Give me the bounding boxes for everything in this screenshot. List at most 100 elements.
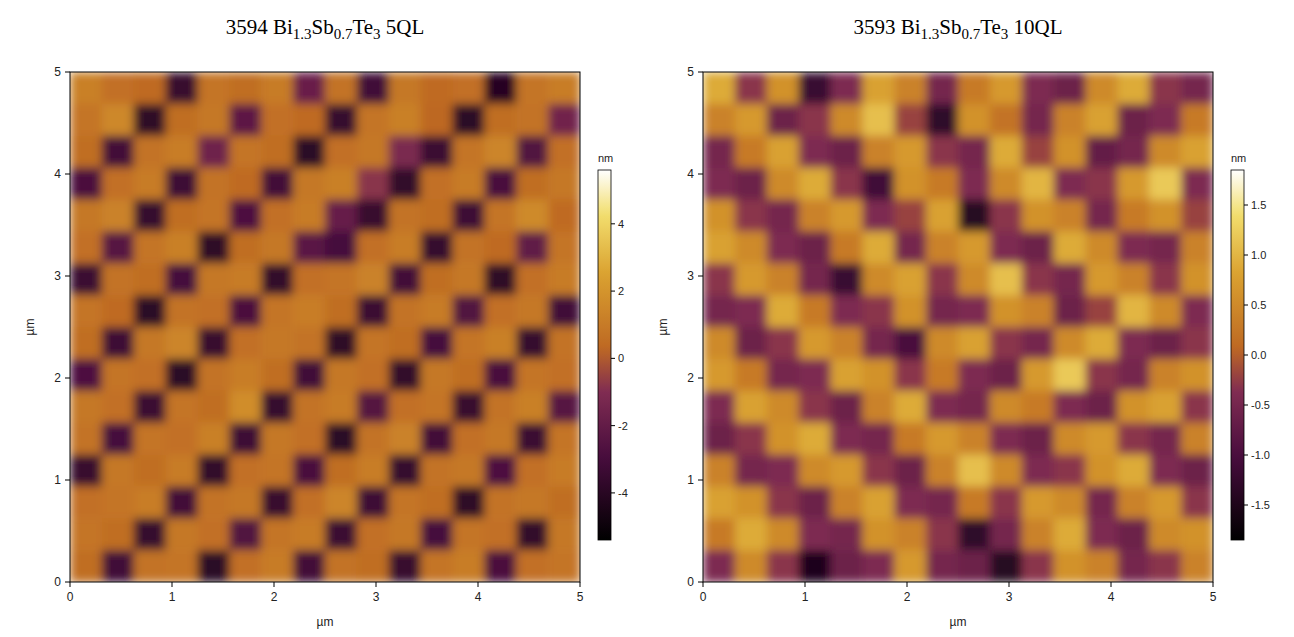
- y-tick-label: 2: [54, 371, 61, 385]
- cell: [1149, 263, 1181, 295]
- cell: [767, 423, 799, 455]
- cell: [735, 72, 767, 104]
- cell: [767, 518, 799, 550]
- cell: [198, 391, 230, 423]
- cell: [229, 231, 261, 263]
- cell: [1149, 104, 1181, 136]
- cell: [862, 231, 894, 263]
- x-tick-label: 5: [577, 590, 584, 604]
- cell: [293, 168, 325, 200]
- cell: [484, 295, 516, 327]
- colorbar-label: nm: [1231, 152, 1246, 164]
- cell: [484, 263, 516, 295]
- cell: [894, 168, 926, 200]
- cell: [484, 168, 516, 200]
- title-part: 3593 Bi: [853, 15, 920, 39]
- cell: [1149, 168, 1181, 200]
- cell: [548, 327, 580, 359]
- cell: [102, 200, 134, 232]
- cell: [357, 550, 389, 582]
- y-tick: [698, 276, 703, 277]
- cell: [325, 231, 357, 263]
- cell: [421, 359, 453, 391]
- y-tick: [65, 276, 70, 277]
- cell: [703, 423, 735, 455]
- x-tick: [172, 582, 173, 587]
- cell: [134, 168, 166, 200]
- cell: [516, 359, 548, 391]
- cell: [767, 263, 799, 295]
- cell: [70, 327, 102, 359]
- cell: [735, 104, 767, 136]
- cell: [1181, 231, 1213, 263]
- cell: [831, 263, 863, 295]
- x-tick: [1213, 582, 1214, 587]
- cell: [926, 327, 958, 359]
- cell: [1022, 231, 1054, 263]
- cell: [1054, 550, 1086, 582]
- cell: [894, 518, 926, 550]
- cell: [198, 486, 230, 518]
- cell: [357, 486, 389, 518]
- cell: [1149, 455, 1181, 487]
- cell: [831, 231, 863, 263]
- cell: [293, 263, 325, 295]
- cell: [389, 359, 421, 391]
- cell: [862, 136, 894, 168]
- cell: [1181, 359, 1213, 391]
- cell: [1086, 200, 1118, 232]
- cell: [1117, 200, 1149, 232]
- cell: [548, 136, 580, 168]
- cell: [166, 104, 198, 136]
- cell: [198, 136, 230, 168]
- cell: [516, 486, 548, 518]
- cell: [516, 550, 548, 582]
- cell: [894, 295, 926, 327]
- cell: [484, 486, 516, 518]
- cell: [389, 136, 421, 168]
- cell: [229, 423, 261, 455]
- cell: [389, 200, 421, 232]
- cell: [1022, 200, 1054, 232]
- cell: [293, 486, 325, 518]
- cell: [198, 295, 230, 327]
- cell: [453, 104, 485, 136]
- cell: [453, 391, 485, 423]
- cell: [799, 327, 831, 359]
- cell: [166, 72, 198, 104]
- cell: [325, 423, 357, 455]
- cell: [134, 518, 166, 550]
- cell: [229, 72, 261, 104]
- cell: [1022, 391, 1054, 423]
- cell: [1086, 391, 1118, 423]
- y-tick: [698, 480, 703, 481]
- cell: [1086, 231, 1118, 263]
- cell: [1149, 72, 1181, 104]
- cell: [958, 550, 990, 582]
- title-part: 5QL: [381, 15, 425, 39]
- cell: [1086, 518, 1118, 550]
- cell: [926, 72, 958, 104]
- cell: [325, 295, 357, 327]
- cell: [1054, 263, 1086, 295]
- cell: [516, 295, 548, 327]
- cell: [1117, 486, 1149, 518]
- colorbar-tick-label: -1.0: [1251, 449, 1270, 461]
- cell: [102, 168, 134, 200]
- cell: [198, 550, 230, 582]
- y-tick-label: 2: [687, 371, 694, 385]
- colorbar: [1231, 170, 1244, 540]
- cell: [1181, 200, 1213, 232]
- panel: 3594 Bi1.3Sb0.7Te3 5QL012345µm012345µmnm…: [23, 15, 628, 629]
- cell: [548, 168, 580, 200]
- cell: [325, 104, 357, 136]
- cell: [831, 455, 863, 487]
- cell: [894, 455, 926, 487]
- cell: [990, 104, 1022, 136]
- plot-frame: [70, 72, 580, 582]
- title-part: Te: [980, 15, 1001, 39]
- cell: [198, 359, 230, 391]
- cell: [325, 263, 357, 295]
- cell: [703, 455, 735, 487]
- cell: [357, 136, 389, 168]
